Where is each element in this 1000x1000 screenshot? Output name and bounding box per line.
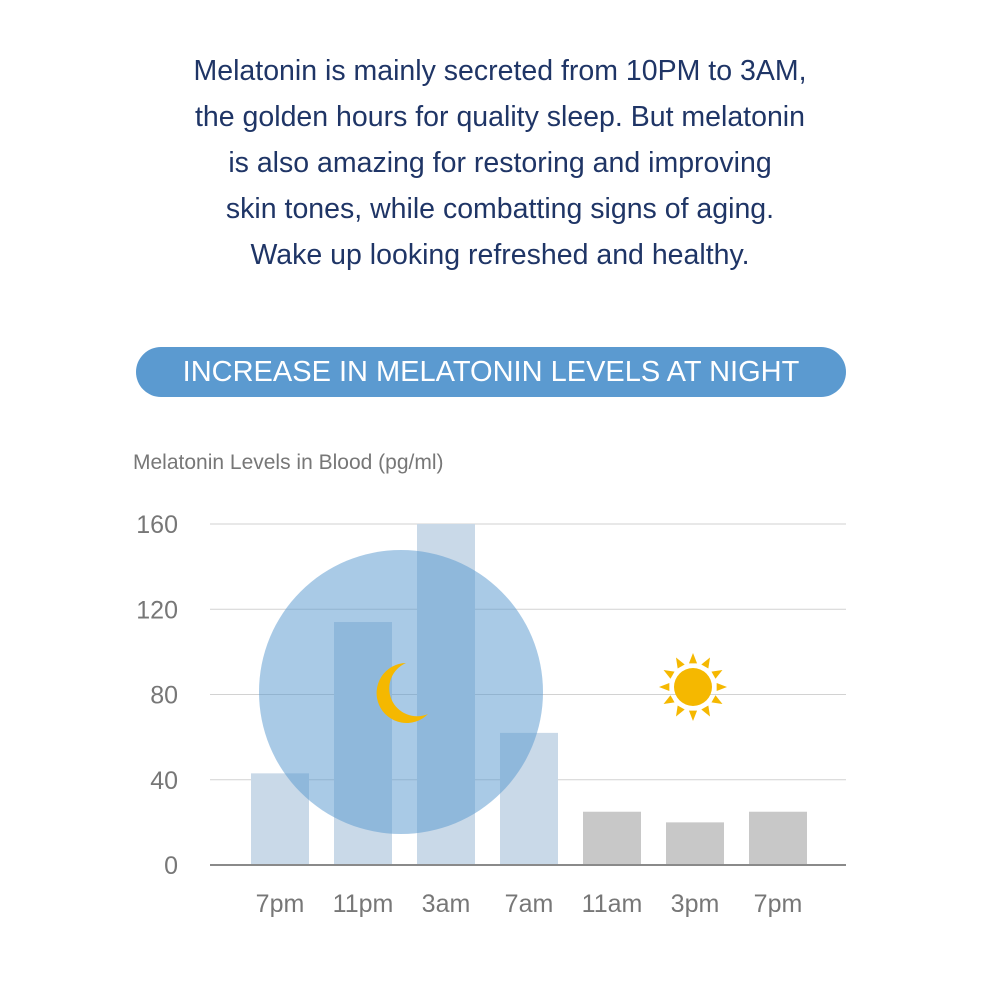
sun-icon (659, 653, 727, 721)
night-circle (259, 550, 543, 834)
bar (666, 822, 724, 865)
bar (749, 811, 807, 865)
y-tick-label: 160 (136, 511, 178, 539)
intro-line: Wake up looking refreshed and healthy. (250, 239, 750, 271)
y-tick-label: 0 (164, 852, 178, 880)
x-tick-label: 11pm (333, 890, 394, 918)
x-tick-label: 7am (505, 890, 554, 918)
y-tick-label: 40 (150, 767, 178, 795)
intro-line: is also amazing for restoring and improv… (228, 147, 772, 179)
moon-icon (376, 663, 428, 723)
bar (583, 811, 641, 865)
x-tick-label: 3am (422, 890, 471, 918)
y-axis-label: Melatonin Levels in Blood (pg/ml) (133, 451, 444, 474)
chart-title-banner: INCREASE IN MELATONIN LEVELS AT NIGHT (136, 347, 846, 397)
x-tick-label: 3pm (671, 890, 720, 918)
intro-line: Melatonin is mainly secreted from 10PM t… (193, 55, 807, 87)
x-tick-label: 7pm (256, 890, 305, 918)
x-tick-label: 7pm (754, 890, 803, 918)
y-tick-label: 120 (136, 596, 178, 624)
y-tick-label: 80 (150, 682, 178, 710)
x-tick-label: 11am (582, 890, 643, 918)
intro-line: skin tones, while combatting signs of ag… (225, 193, 775, 225)
intro-line: the golden hours for quality sleep. But … (195, 101, 805, 133)
melatonin-bar-chart: 0 40 80 120 160 7pm 11pm 3am 7am 11am 3pm 7pm (136, 511, 846, 918)
intro-paragraph: Melatonin is mainly secreted from 10PM t… (100, 48, 900, 278)
